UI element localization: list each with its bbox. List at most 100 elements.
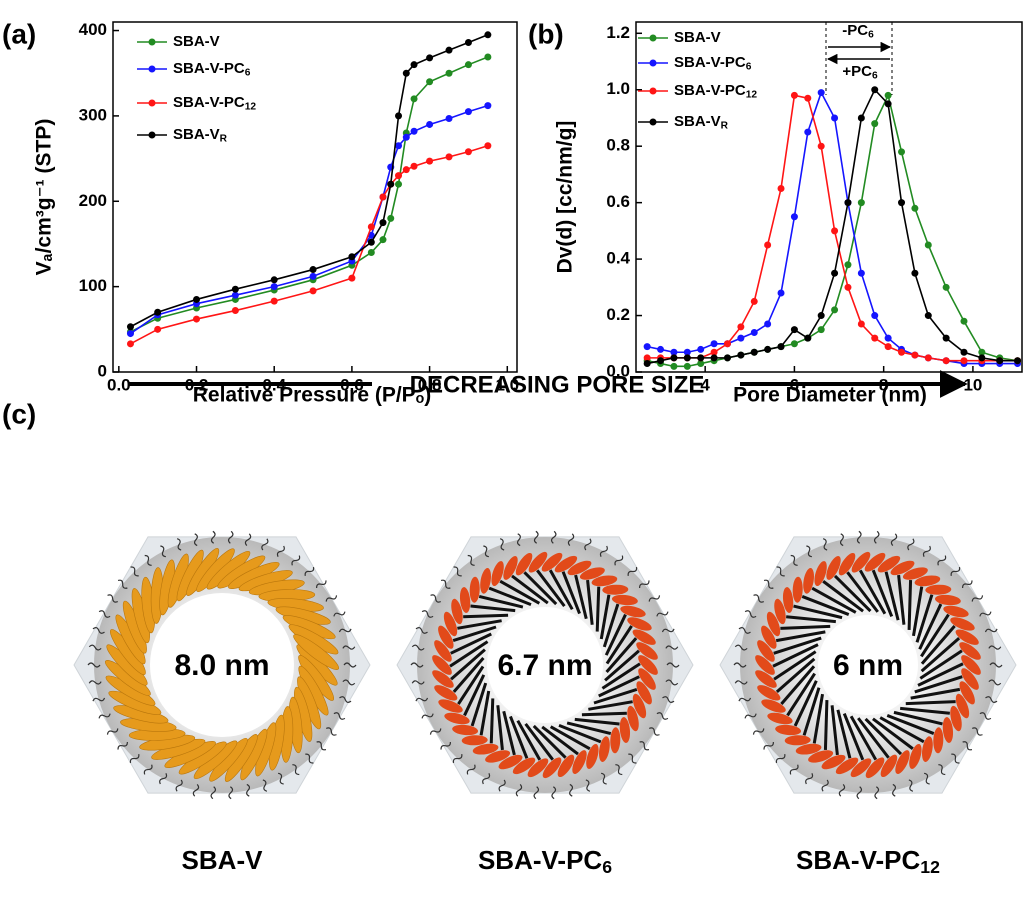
- data-point: [403, 70, 410, 77]
- y-axis-label: Vₐ/cm³g⁻¹ (STP): [33, 119, 56, 276]
- data-point: [446, 153, 453, 160]
- legend-label: SBA-VR: [173, 126, 228, 144]
- data-point: [943, 335, 950, 342]
- data-point: [426, 78, 433, 85]
- data-point: [310, 287, 317, 294]
- y-tick-label: 200: [79, 191, 107, 210]
- data-point: [426, 158, 433, 165]
- data-point: [724, 340, 731, 347]
- data-point: [1014, 357, 1021, 364]
- data-point: [960, 318, 967, 325]
- data-point: [368, 249, 375, 256]
- data-point: [996, 357, 1003, 364]
- data-point: [791, 326, 798, 333]
- legend-marker: [149, 100, 156, 107]
- data-point: [670, 363, 677, 370]
- y-tick-label: 1.2: [606, 23, 630, 42]
- tail: [597, 587, 599, 632]
- data-point: [271, 283, 278, 290]
- panel-label: (b): [528, 18, 564, 49]
- data-point: [127, 323, 134, 330]
- data-point: [871, 335, 878, 342]
- data-point: [684, 363, 691, 370]
- data-point: [844, 199, 851, 206]
- y-tick-label: 400: [79, 20, 107, 39]
- data-point: [818, 143, 825, 150]
- data-point: [831, 114, 838, 121]
- data-point: [943, 357, 950, 364]
- data-point: [379, 194, 386, 201]
- data-point: [871, 86, 878, 93]
- data-point: [844, 284, 851, 291]
- data-point: [379, 236, 386, 243]
- legend-label: SBA-VR: [674, 113, 729, 131]
- data-point: [154, 326, 161, 333]
- legend-marker: [650, 119, 657, 126]
- data-point: [911, 205, 918, 212]
- data-point: [127, 330, 134, 337]
- data-point: [411, 128, 418, 135]
- x-tick-label: 4: [700, 375, 710, 394]
- legend-marker: [650, 88, 657, 95]
- tail: [491, 698, 493, 743]
- legend-label: SBA-V-PC12: [173, 94, 256, 112]
- data-point: [831, 306, 838, 313]
- data-point: [426, 121, 433, 128]
- data-point: [844, 261, 851, 268]
- data-point: [403, 166, 410, 173]
- data-point: [898, 199, 905, 206]
- data-point: [764, 346, 771, 353]
- legend-label: SBA-V: [674, 29, 721, 46]
- annotation: -PC6: [842, 22, 874, 40]
- data-point: [737, 323, 744, 330]
- data-point: [885, 92, 892, 99]
- data-point: [737, 335, 744, 342]
- data-point: [858, 270, 865, 277]
- data-point: [751, 329, 758, 336]
- data-point: [193, 316, 200, 323]
- legend-marker: [650, 60, 657, 67]
- tail: [909, 580, 910, 630]
- data-point: [871, 312, 878, 319]
- data-point: [898, 349, 905, 356]
- x-axis-label: Pore Diameter (nm): [733, 384, 927, 407]
- legend-marker: [149, 39, 156, 46]
- data-point: [925, 241, 932, 248]
- data-point: [778, 185, 785, 192]
- data-point: [644, 343, 651, 350]
- data-point: [684, 354, 691, 361]
- legend-marker: [149, 66, 156, 73]
- legend-label: SBA-V: [173, 33, 220, 50]
- data-point: [911, 352, 918, 359]
- data-point: [232, 307, 239, 314]
- data-point: [871, 120, 878, 127]
- y-tick-label: 1.0: [606, 79, 630, 98]
- data-point: [804, 335, 811, 342]
- y-tick-label: 0: [98, 361, 107, 380]
- pore-size: 8.0 nm: [174, 649, 269, 682]
- data-point: [831, 270, 838, 277]
- data-point: [387, 181, 394, 188]
- data-point: [232, 292, 239, 299]
- data-point: [818, 89, 825, 96]
- data-point: [484, 54, 491, 61]
- data-point: [127, 340, 134, 347]
- figure: (a) (b) (c) DECREASING PORE SIZE -PC6 +P…: [0, 0, 1023, 901]
- data-point: [858, 114, 865, 121]
- data-point: [644, 360, 651, 367]
- data-point: [978, 354, 985, 361]
- data-point: [711, 354, 718, 361]
- data-point: [818, 326, 825, 333]
- data-point: [411, 163, 418, 170]
- data-point: [858, 199, 865, 206]
- data-point: [379, 219, 386, 226]
- data-point: [697, 346, 704, 353]
- data-point: [484, 102, 491, 109]
- tail: [906, 702, 956, 704]
- data-point: [804, 95, 811, 102]
- data-point: [232, 286, 239, 293]
- tail: [825, 700, 826, 750]
- data-point: [751, 349, 758, 356]
- data-point: [310, 273, 317, 280]
- pore-size: 6.7 nm: [497, 649, 592, 682]
